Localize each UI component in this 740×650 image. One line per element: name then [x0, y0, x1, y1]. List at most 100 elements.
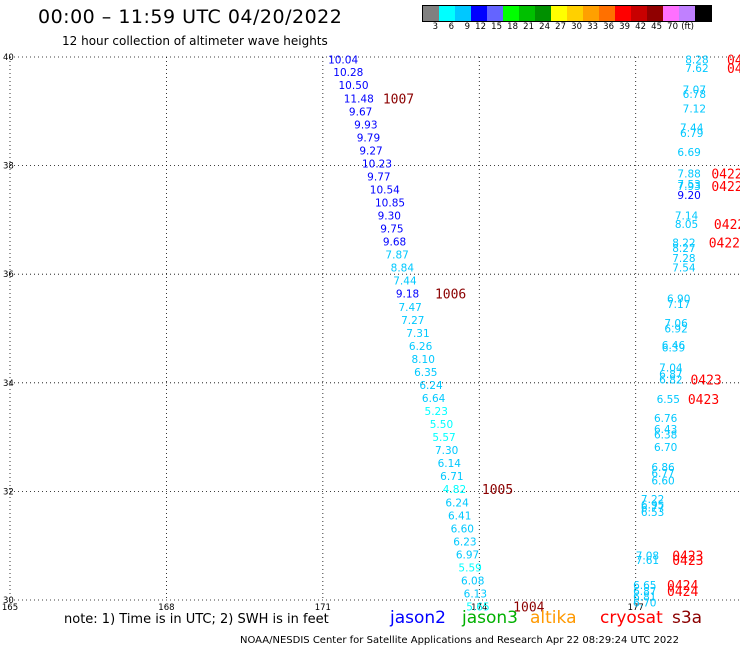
wave-height-label: 6.41	[448, 510, 471, 522]
y-tick-label: 32	[3, 487, 14, 497]
color-scale-tick: 33	[587, 22, 598, 32]
wave-height-label: 6.60	[651, 476, 674, 488]
color-swatch	[439, 6, 455, 21]
wave-height-label: 8.27	[672, 243, 695, 255]
wave-height-label: 6.69	[677, 147, 700, 159]
wave-height-label: 6.46	[662, 340, 686, 352]
wave-height-label: 9.77	[367, 171, 390, 183]
wave-height-label: 7.28	[672, 253, 695, 265]
wave-height-label: 7.08	[636, 550, 659, 562]
wave-height-label: 9.18	[396, 289, 419, 301]
wave-height-label: 10.54	[370, 184, 400, 196]
wave-height-label: 6.70	[633, 598, 656, 610]
wave-height-label: 6.90	[667, 294, 690, 306]
color-scale-tick: 39	[619, 22, 630, 32]
time-label: 0422	[709, 237, 740, 252]
wave-height-label: 7.04	[659, 363, 683, 375]
time-label: 0423	[690, 374, 721, 389]
mission-jason2-label: jason2	[390, 608, 446, 628]
y-tick-label: 34	[3, 379, 14, 389]
wave-height-label: 10.04	[328, 55, 358, 67]
page-subtitle: 12 hour collection of altimeter wave hei…	[62, 34, 328, 48]
color-swatch	[631, 6, 647, 21]
x-tick-label: 171	[315, 603, 331, 613]
time-label: 0423	[688, 393, 719, 408]
wave-height-label: 6.38	[654, 429, 677, 441]
color-scale-tick: 24	[539, 22, 550, 32]
wave-height-label: 9.20	[677, 190, 700, 202]
color-swatch	[487, 6, 503, 21]
wave-height-label: 6.87	[659, 369, 682, 381]
color-scale-tick: 36	[603, 22, 614, 32]
wave-height-label: 9.75	[380, 224, 403, 236]
color-scale-bar	[422, 5, 712, 22]
wave-height-label: 6.60	[451, 523, 474, 535]
mission-jason3-label: jason3	[462, 608, 518, 628]
color-scale-tick: 9	[464, 22, 470, 32]
time-label: 1006	[435, 288, 466, 303]
color-scale-labels: 3 6 9 12 15 18 21 24 27 30 33 36 39 42 45 70 (ft)	[422, 22, 694, 32]
wave-height-label: 6.13	[464, 588, 487, 600]
wave-height-label: 7.06	[664, 318, 688, 330]
wave-height-label: 6.97	[456, 549, 479, 561]
mission-s3a-label: s3a	[672, 608, 703, 628]
wave-height-label: 6.71	[440, 471, 463, 483]
wave-height-label: 6.23	[453, 536, 476, 548]
color-swatch	[471, 6, 487, 21]
color-scale-tick: 6	[448, 22, 454, 32]
wave-height-label: 10.85	[375, 198, 405, 210]
wave-height-label: 6.24	[419, 380, 443, 392]
wave-height-label: 7.30	[435, 445, 458, 457]
wave-height-label: 6.14	[438, 458, 462, 470]
time-label: 0422	[711, 168, 740, 183]
wave-height-label: 9.30	[378, 211, 401, 223]
x-tick-label: 177	[628, 603, 644, 613]
color-swatch	[599, 6, 615, 21]
wave-height-label: 7.31	[406, 328, 429, 340]
time-label: 1004	[513, 601, 544, 616]
time-label: 0422	[711, 180, 740, 195]
wave-height-label: 6.53	[641, 507, 664, 519]
wave-height-label: 6.81	[633, 592, 656, 604]
wave-height-label: 9.79	[357, 132, 380, 144]
wave-height-label: 7.22	[641, 494, 664, 506]
wave-height-label: 7.07	[683, 85, 706, 97]
wave-height-label: 6.24	[445, 497, 469, 509]
wave-height-label: 5.59	[458, 562, 481, 574]
wave-height-label: 6.78	[683, 89, 706, 101]
y-tick-label: 36	[3, 270, 14, 280]
x-tick-label: 165	[2, 603, 18, 613]
time-label: 1005	[482, 483, 513, 498]
wave-height-label: 6.77	[641, 503, 664, 515]
wave-height-label: 6.79	[680, 128, 703, 140]
wave-height-label: 8.05	[675, 219, 698, 231]
wave-height-label: 6.95	[641, 499, 664, 511]
color-swatch	[583, 6, 599, 21]
wave-height-label: 7.44	[680, 123, 704, 135]
wave-height-label: 5.23	[425, 406, 448, 418]
color-scale-tick: 18	[507, 22, 518, 32]
wave-height-label: 6.82	[659, 375, 682, 387]
color-scale-tick: 27	[555, 22, 566, 32]
color-scale-tick: 3	[432, 22, 438, 32]
color-scale-tick: 42	[635, 22, 646, 32]
wave-height-label: 7.27	[401, 315, 424, 327]
x-tick-label: 168	[158, 603, 174, 613]
wave-height-label: 6.76	[654, 413, 678, 425]
wave-height-label: 6.87	[633, 586, 656, 598]
time-label: 0423	[672, 549, 703, 564]
wave-height-label: 8.10	[412, 354, 435, 366]
wave-height-label: 5.65	[466, 602, 489, 614]
wave-height-label: 9.67	[349, 106, 372, 118]
wave-height-label: 7.87	[385, 250, 408, 262]
wave-height-label: 9.27	[359, 145, 382, 157]
wave-height-label: 7.12	[683, 104, 706, 116]
wave-height-label: 7.44	[393, 276, 417, 288]
color-scale-tick: 21	[523, 22, 534, 32]
wave-height-label: 7.61	[636, 555, 659, 567]
color-swatch	[567, 6, 583, 21]
color-scale-tick: 45	[651, 22, 662, 32]
color-swatch	[695, 6, 711, 21]
wave-height-label: 8.28	[685, 55, 708, 67]
y-tick-label: 40	[3, 53, 14, 63]
